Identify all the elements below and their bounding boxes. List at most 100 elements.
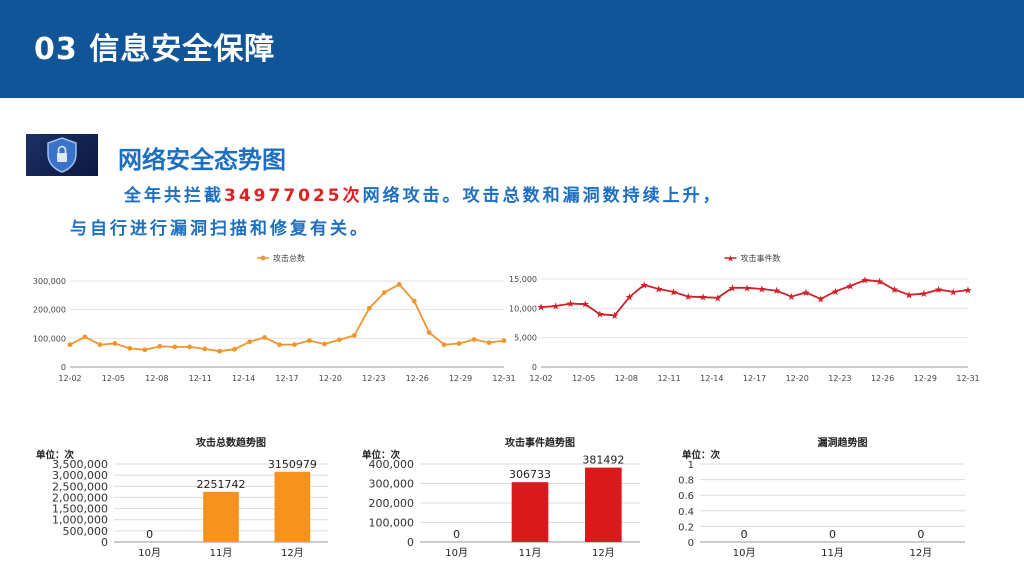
y-tick-label: 200,000 xyxy=(369,497,415,510)
data-point: ★ xyxy=(625,293,634,304)
data-point: ★ xyxy=(919,289,928,300)
data-label: 0 xyxy=(453,528,460,541)
unit-label: 单位：次 xyxy=(36,449,75,461)
y-tick-label: 100,000 xyxy=(33,334,66,343)
y-tick-label: 300,000 xyxy=(33,277,66,286)
y-tick-label: 1,500,000 xyxy=(52,503,108,516)
data-point xyxy=(292,342,297,348)
data-label: 0 xyxy=(146,528,153,541)
y-tick-label: 0 xyxy=(407,536,414,549)
x-tick-label: 12-20 xyxy=(319,374,342,383)
x-tick-label: 12-23 xyxy=(828,374,851,383)
data-point xyxy=(322,341,327,347)
x-tick-label: 12-14 xyxy=(700,374,723,383)
data-point xyxy=(471,337,477,342)
summary-number: 34977025次 xyxy=(224,186,363,206)
y-tick-label: 5,000 xyxy=(514,334,537,343)
bar xyxy=(511,482,549,542)
y-tick-label: 10,000 xyxy=(509,304,537,313)
y-tick-label: 0 xyxy=(532,363,537,372)
attack-event-line-chart: 0 5,000 10,000 15,000 12-02 12-05 12-08 12-11 12… xyxy=(509,253,980,383)
category-label: 10月 xyxy=(733,547,756,559)
y-tick-label: 0 xyxy=(688,538,694,549)
unit-label: 单位：次 xyxy=(682,449,721,461)
y-tick-label: 0.6 xyxy=(678,491,694,502)
category-label: 12月 xyxy=(592,547,615,559)
summary-text-line2: 与自行进行漏洞扫描和修复有关。 xyxy=(70,219,370,239)
category-label: 10月 xyxy=(138,547,161,559)
x-tick-label: 12-29 xyxy=(449,374,472,383)
y-tick-label: 0 xyxy=(61,363,66,372)
data-point xyxy=(396,282,402,287)
data-point xyxy=(501,338,507,344)
summary-prefix: 全年共拦截 xyxy=(124,186,224,206)
y-tick-label: 1,000,000 xyxy=(52,514,108,527)
y-tick-label: 0.2 xyxy=(678,522,694,533)
data-point: ★ xyxy=(816,294,825,305)
data-label: 306733 xyxy=(509,468,551,481)
data-point: ★ xyxy=(787,292,796,303)
data-point: ★ xyxy=(654,284,663,295)
x-tick-label: 12-17 xyxy=(743,374,766,383)
data-point: ★ xyxy=(640,280,649,291)
data-point xyxy=(277,342,282,348)
data-point: ★ xyxy=(581,300,590,311)
y-tick-label: 2,000,000 xyxy=(52,491,108,504)
x-tick-label: 12-05 xyxy=(102,374,125,383)
data-point xyxy=(217,348,223,354)
data-point: ★ xyxy=(964,286,973,297)
data-point: ★ xyxy=(684,292,693,303)
category-label: 12月 xyxy=(909,547,932,559)
bar xyxy=(274,471,311,542)
data-label: 2251742 xyxy=(197,478,246,491)
data-point xyxy=(82,334,88,340)
data-point: ★ xyxy=(846,282,855,293)
bar xyxy=(203,491,239,542)
x-tick-label: 12-14 xyxy=(232,374,255,383)
data-point xyxy=(307,338,312,344)
y-tick-label: 300,000 xyxy=(369,478,415,491)
y-tick-label: 500,000 xyxy=(63,525,109,538)
x-tick-label: 12-31 xyxy=(492,374,515,383)
x-tick-label: 12-02 xyxy=(529,374,552,383)
unit-label: 单位：次 xyxy=(362,449,401,461)
category-label: 12月 xyxy=(281,547,304,559)
x-tick-label: 12-05 xyxy=(572,374,595,383)
data-point xyxy=(247,339,252,345)
legend-marker: ★ xyxy=(726,255,734,265)
x-tick-label: 12-29 xyxy=(914,374,937,383)
data-point: ★ xyxy=(669,287,678,298)
data-point: ★ xyxy=(728,283,737,294)
y-tick-label: 1 xyxy=(688,460,694,471)
data-point: ★ xyxy=(713,293,722,304)
x-tick-label: 12-02 xyxy=(58,374,81,383)
data-point: ★ xyxy=(949,287,958,298)
data-point xyxy=(381,290,387,295)
data-point xyxy=(187,344,193,350)
y-tick-label: 2,500,000 xyxy=(52,480,108,493)
x-tick-label: 12-11 xyxy=(189,374,212,383)
summary-suffix: 网络攻击。攻击总数和漏洞数持续上升， xyxy=(362,186,723,206)
y-tick-label: 0.8 xyxy=(678,476,694,487)
shield-badge xyxy=(26,134,98,176)
y-tick-label: 0.4 xyxy=(678,507,694,518)
data-point xyxy=(112,341,118,346)
data-point: ★ xyxy=(537,303,546,314)
data-point: ★ xyxy=(905,290,914,301)
data-point: ★ xyxy=(772,286,781,297)
chart-title: 攻击事件趋势图 xyxy=(505,436,575,449)
y-tick-label: 100,000 xyxy=(369,517,415,530)
chart-title: 漏洞趋势图 xyxy=(818,436,868,449)
data-point: ★ xyxy=(566,299,575,310)
category-label: 11月 xyxy=(821,547,844,559)
series-line xyxy=(540,279,969,317)
data-point: ★ xyxy=(860,276,869,287)
attack-total-line-chart: 0 100,000 200,000 300,000 12-02 12-05 12-08 12-… xyxy=(33,253,516,383)
legend-label: 攻击事件数 xyxy=(741,253,781,263)
series-line xyxy=(69,283,505,353)
data-label: 3150979 xyxy=(268,458,317,471)
data-point: ★ xyxy=(743,283,752,294)
data-point xyxy=(336,337,342,343)
y-tick-label: 3,000,000 xyxy=(52,469,108,482)
